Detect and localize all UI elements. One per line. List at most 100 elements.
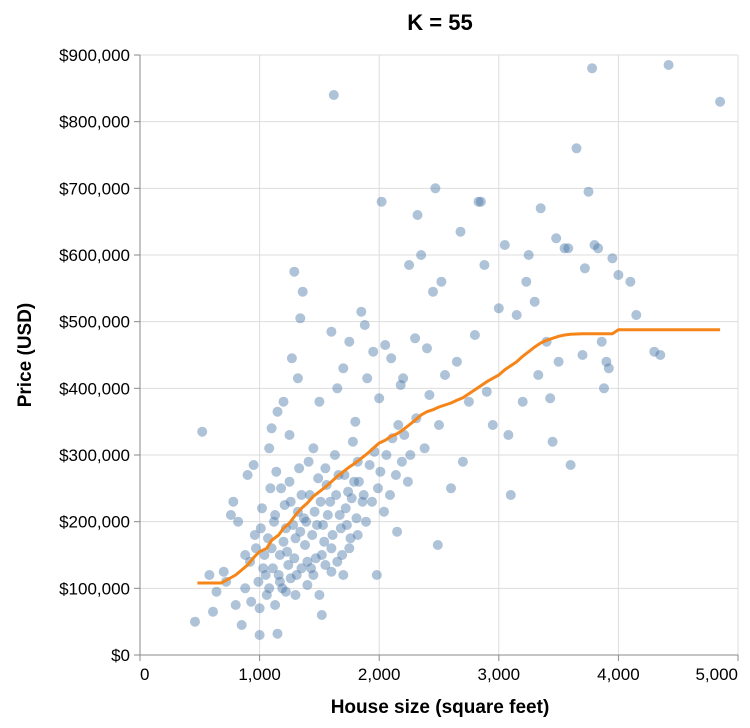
data-point [297,286,308,297]
x-tick-label: 1,000 [238,665,281,684]
data-point [296,490,307,500]
data-point [511,310,522,320]
data-point [583,186,594,197]
data-point [338,363,349,374]
data-point [278,396,289,407]
data-point [264,443,275,454]
y-tick-label: $100,000 [59,579,130,598]
chart-title: K = 55 [407,10,472,35]
y-tick-label: $0 [111,646,130,665]
data-point [535,203,546,214]
data-point [211,586,222,597]
data-point [274,576,285,587]
data-point [233,516,244,527]
data-point [294,463,305,474]
x-tick-label: 3,000 [478,665,521,684]
data-point [285,496,296,507]
data-point [289,553,300,564]
data-point [298,513,309,524]
data-point [260,570,271,580]
data-point [395,380,406,390]
data-point [285,573,296,584]
data-point [571,143,582,154]
data-point [424,390,435,400]
data-point [392,526,403,537]
data-point [533,370,544,380]
y-tick-label: $800,000 [59,113,130,132]
data-point [559,243,570,254]
data-point [264,583,275,594]
data-point [432,540,443,550]
data-point [273,570,284,580]
data-point [225,510,236,520]
data-point [434,420,444,430]
data-point [312,520,322,530]
data-point [290,590,301,600]
y-tick-label: $500,000 [59,313,130,332]
data-point [655,350,666,360]
data-point [269,516,279,527]
data-point [313,473,324,484]
data-point [487,420,498,430]
data-point [274,550,285,560]
prediction-line [197,328,721,585]
data-point [405,450,416,460]
data-point [398,373,409,384]
data-point [547,436,558,447]
data-point [402,476,413,487]
data-point [351,513,362,524]
data-point [463,396,474,407]
data-point [521,276,532,287]
data-point [380,340,391,350]
data-point [290,533,301,544]
data-point [286,353,297,364]
y-tick-label: $300,000 [59,446,130,465]
data-point [276,483,287,494]
data-point [422,343,432,354]
data-point [301,516,312,527]
data-point [332,556,343,567]
data-point [373,483,383,494]
data-point [473,196,484,207]
data-point [329,450,340,460]
data-point [261,590,272,600]
data-point [197,426,208,437]
data-point [649,346,660,357]
data-point [314,590,325,600]
data-point [309,506,320,517]
data-point [565,460,576,470]
data-point [393,420,404,430]
data-point [259,550,270,560]
data-point [302,580,313,590]
data-point [325,496,336,507]
data-point [271,466,282,477]
data-point [266,423,277,434]
data-point [430,183,441,194]
data-point [551,233,562,244]
data-point [282,546,293,557]
y-tick-label: $400,000 [59,379,130,398]
data-point [404,260,415,270]
data-point [356,306,367,317]
data-point [505,490,516,500]
x-tick-label: 2,000 [358,665,401,684]
data-point [303,456,314,467]
data-point [279,500,290,510]
data-point [328,90,339,100]
data-point [381,450,392,460]
data-point [283,560,294,570]
data-point [371,570,382,580]
data-point [344,336,355,347]
data-point [272,628,283,639]
data-point [428,286,438,297]
data-point [236,620,247,630]
data-point [451,356,462,367]
prediction-line-group [197,328,721,585]
y-tick-label: $600,000 [59,246,130,265]
data-point [593,243,604,254]
y-tick-label: $200,000 [59,513,130,532]
data-point [316,550,327,560]
data-point [517,396,528,407]
data-point [230,600,241,610]
